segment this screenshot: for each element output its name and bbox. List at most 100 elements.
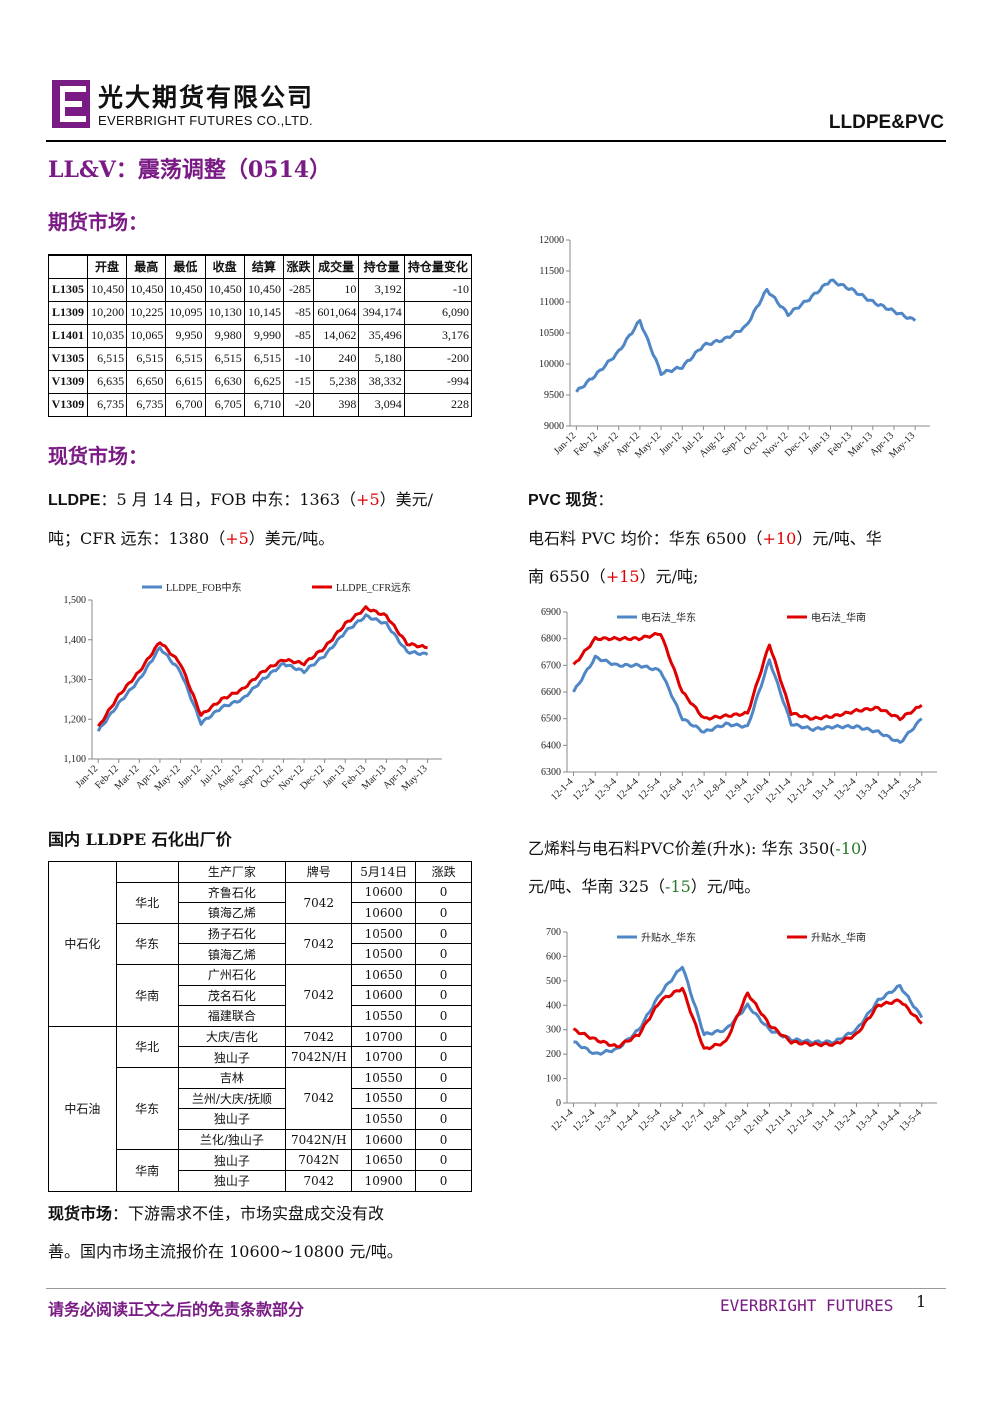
futures-col-header: 收盘 (204, 254, 245, 279)
contract-code: V1305 (48, 346, 88, 371)
company-name-en: EVERBRIGHT FUTURES CO.,LTD. (98, 113, 313, 128)
y-tick-label: 10000 (539, 359, 564, 370)
series-line (96, 613, 429, 732)
header-blank (115, 861, 179, 883)
lldpe-text-3: 吨；CFR 远东：1380（ (48, 529, 226, 548)
col-date: 5月14日 (351, 861, 417, 883)
commentary-label: 现货市场 (48, 1204, 113, 1223)
legend-label: 升贴水_华东 (641, 931, 696, 944)
futures-cell: 6,515 (204, 346, 245, 371)
futures-row: V1305 6,515 6,515 6,515 6,515 6,515 -10 240 5,18… (48, 346, 473, 371)
x-tick-label: 12-4-4 (614, 776, 641, 803)
series-line (97, 605, 428, 728)
plant-price: 10650 (351, 1149, 417, 1171)
x-tick-label: 12-3-4 (593, 776, 620, 803)
x-tick-label: Mar-13 (846, 430, 875, 459)
plant-price: 10600 (351, 984, 417, 1007)
plant-name: 福建联合 (177, 1005, 287, 1027)
region-east: 华东 (115, 1066, 179, 1151)
plant-change: 0 (415, 1087, 472, 1110)
plant-price: 10550 (351, 1108, 417, 1130)
pvc-price-chart: 6300 6400 6500 6600 6700 6800 6900 12-1-412-2-4… (541, 607, 937, 807)
spread-text-3: 元/吨、华南 325（ (528, 877, 666, 896)
lldpe-text-1: ：5 月 14 日，FOB 中东：1363（ (100, 490, 357, 509)
disclaimer-link[interactable]: 请务必阅读正文之后的免责条款部分 (48, 1300, 305, 1319)
futures-cell: 5,238 (312, 369, 360, 394)
futures-cell: 6,735 (126, 392, 167, 417)
y-tick-label: 9500 (544, 390, 564, 401)
x-tick-label: 12-1-4 (549, 776, 576, 803)
contract-code: L1309 (48, 300, 88, 325)
plant-name: 茂名石化 (177, 984, 287, 1007)
futures-cell: 9,990 (243, 323, 284, 348)
pvc-text-4: ）元/吨; (639, 567, 699, 586)
futures-cell: 10,200 (86, 300, 128, 325)
y-tick-label: 500 (546, 976, 561, 987)
futures-cell: 3,192 (358, 277, 405, 302)
futures-cell: 10,450 (243, 277, 284, 302)
market-commentary: 现货市场：下游需求不佳，市场实盘成交没有改 善。国内市场主流报价在 10600~… (48, 1195, 478, 1271)
futures-col-header: 开盘 (86, 254, 128, 279)
y-tick-label: 6600 (541, 687, 561, 698)
futures-cell: 10,095 (165, 300, 206, 325)
plant-table-title: 国内 LLDPE 石化出厂价 (48, 830, 232, 849)
group-sinopec: 中石化 (48, 861, 117, 1027)
spread-text: 乙烯料与电石料PVC价差(升水): 华东 350(-10） 元/吨、华南 325… (528, 830, 948, 906)
futures-cell: 6,515 (165, 346, 206, 371)
plant-grade: 7042 (285, 1025, 353, 1048)
lldpe-change-fob: +5 (356, 490, 380, 509)
x-tick-label: 12-2-4 (571, 1107, 598, 1134)
futures-cell: 9,950 (165, 323, 206, 348)
futures-cell: -10 (403, 277, 473, 302)
futures-cell: -15 (282, 369, 314, 394)
futures-cell: 6,625 (243, 369, 284, 394)
plant-price: 10900 (351, 1169, 417, 1192)
futures-cell: 398 (312, 392, 360, 417)
x-tick-label: 12-2-4 (571, 776, 598, 803)
y-tick-label: 600 (546, 951, 561, 962)
contract-code: V1309 (48, 392, 88, 417)
futures-cell: 10,450 (165, 277, 206, 302)
y-tick-label: 9000 (544, 421, 564, 432)
y-tick-label: 6500 (541, 714, 561, 725)
futures-section-title: 期货市场： (48, 210, 148, 234)
futures-cell: 10,450 (204, 277, 245, 302)
futures-cell: 38,332 (358, 369, 405, 394)
x-tick-label: 13-3-4 (854, 1107, 881, 1134)
futures-cell: -20 (282, 392, 314, 417)
series-line (572, 986, 923, 1051)
futures-cell: 601,064 (312, 300, 360, 325)
futures-cell: 9,980 (204, 323, 245, 348)
futures-cell: 6,635 (86, 369, 128, 394)
futures-row: V1309 6,735 6,735 6,700 6,705 6,710 -20 398 3,09… (48, 392, 473, 417)
y-tick-label: 1,300 (64, 675, 87, 686)
futures-cell: 10,035 (86, 323, 128, 348)
futures-cell: -85 (282, 323, 314, 348)
y-tick-label: 6900 (541, 607, 561, 618)
plant-name: 扬子石化 (177, 922, 287, 945)
company-logo (52, 80, 90, 128)
lldpe-change-cfr: +5 (225, 529, 249, 548)
plant-name: 独山子 (177, 1108, 287, 1130)
plant-price-table: 中石化 生产厂家 牌号 5月14日 涨跌 华北 齐鲁石化 7042 10600 … (48, 861, 472, 1192)
plant-change: 0 (415, 1108, 472, 1130)
x-tick-label: Sep-12 (720, 430, 748, 458)
contract-code: L1305 (48, 277, 88, 302)
futures-col-header: 最高 (126, 254, 167, 279)
x-tick-label: 12-5-4 (636, 1107, 663, 1134)
plant-change: 0 (415, 1025, 472, 1048)
x-tick-label: 13-1-4 (810, 1107, 837, 1134)
plant-grade: 7042 (285, 1169, 353, 1192)
x-tick-label: Jun-12 (176, 763, 203, 790)
col-plant: 生产厂家 (177, 861, 287, 883)
region-south: 华南 (115, 1149, 179, 1192)
legend-label: 电石法_华东 (641, 611, 696, 624)
y-tick-label: 1,500 (64, 595, 87, 606)
group-petrochina: 中石油 (48, 1025, 117, 1192)
page-title: LL&V：震荡调整（0514） (48, 157, 332, 183)
x-tick-label: 12-7-4 (680, 1107, 707, 1134)
futures-cell: 10,450 (86, 277, 128, 302)
y-tick-label: 700 (546, 927, 561, 938)
futures-cell: 240 (312, 346, 360, 371)
y-tick-label: 0 (556, 1098, 561, 1109)
